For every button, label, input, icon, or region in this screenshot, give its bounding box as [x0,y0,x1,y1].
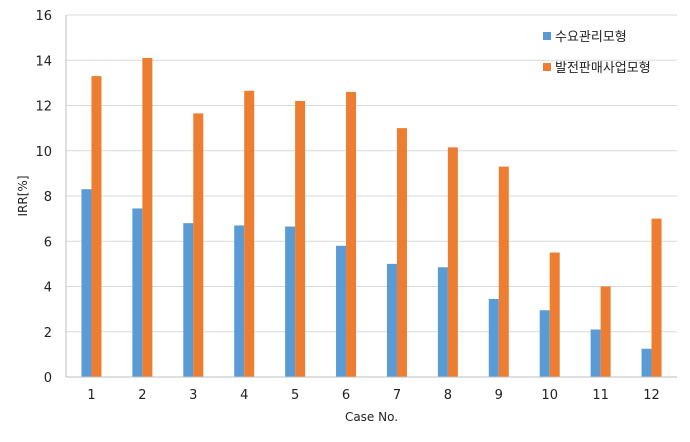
bar-series1-case-3 [183,223,194,377]
y-tick-labels: 0 2 4 6 8 10 12 14 16 [35,9,52,386]
x-tick-labels: 1 2 3 4 5 6 7 8 9 10 11 12 [87,388,659,403]
x-tick-label: 12 [643,388,660,403]
y-tick-label: 8 [44,190,52,205]
bar-series2-case-10 [549,252,560,377]
legend-swatch [543,63,551,71]
bar-series1-case-6 [336,245,347,377]
bar-series1-case-8 [437,267,448,377]
bar-series2-case-4 [244,90,255,377]
x-tick-label: 4 [240,388,248,403]
gridlines [66,14,677,333]
x-axis-title: Case No. [345,410,398,424]
bars [81,57,662,378]
bar-series1-case-10 [539,310,550,377]
x-tick-label: 1 [87,388,95,403]
legend-label: 수요관리모형 [555,30,627,45]
bar-series2-case-8 [447,147,458,377]
x-tick-label: 2 [138,388,146,403]
y-axis-title: IRR[%] [16,176,30,217]
bar-series1-case-9 [488,298,499,377]
y-tick-label: 12 [35,100,52,115]
x-tick-label: 5 [291,388,299,403]
x-tick-label: 3 [189,388,197,403]
y-tick-label: 0 [44,371,52,386]
bar-series1-case-11 [590,329,601,377]
bar-series2-case-1 [91,76,102,378]
bar-series1-case-1 [81,189,92,377]
bar-series1-case-7 [386,263,397,377]
y-tick-label: 10 [35,145,52,160]
bar-series1-case-12 [641,348,652,377]
x-tick-label: 8 [444,388,452,403]
y-tick-label: 14 [35,54,52,69]
bar-series1-case-4 [234,225,245,377]
x-tick-label: 9 [495,388,503,403]
x-tick-label: 10 [541,388,558,403]
x-tick-label: 11 [592,388,609,403]
x-tick-label: 7 [393,388,401,403]
x-tick-label: 6 [342,388,350,403]
bar-series2-case-2 [142,57,153,378]
y-tick-label: 16 [35,9,52,24]
bar-series1-case-2 [132,208,143,377]
legend-label: 발전판매사업모형 [555,61,651,76]
bar-series2-case-11 [600,286,611,377]
bar-series2-case-3 [193,113,204,377]
y-tick-label: 4 [44,281,52,296]
bar-series2-case-12 [651,218,662,377]
bar-series2-case-7 [396,128,407,377]
legend-swatch [543,32,551,40]
bar-series1-case-5 [285,226,296,377]
bar-series2-case-6 [346,91,357,378]
bar-series2-case-5 [295,100,306,377]
y-tick-label: 6 [44,235,52,250]
bar-series2-case-9 [498,166,509,377]
y-tick-label: 2 [44,326,52,341]
